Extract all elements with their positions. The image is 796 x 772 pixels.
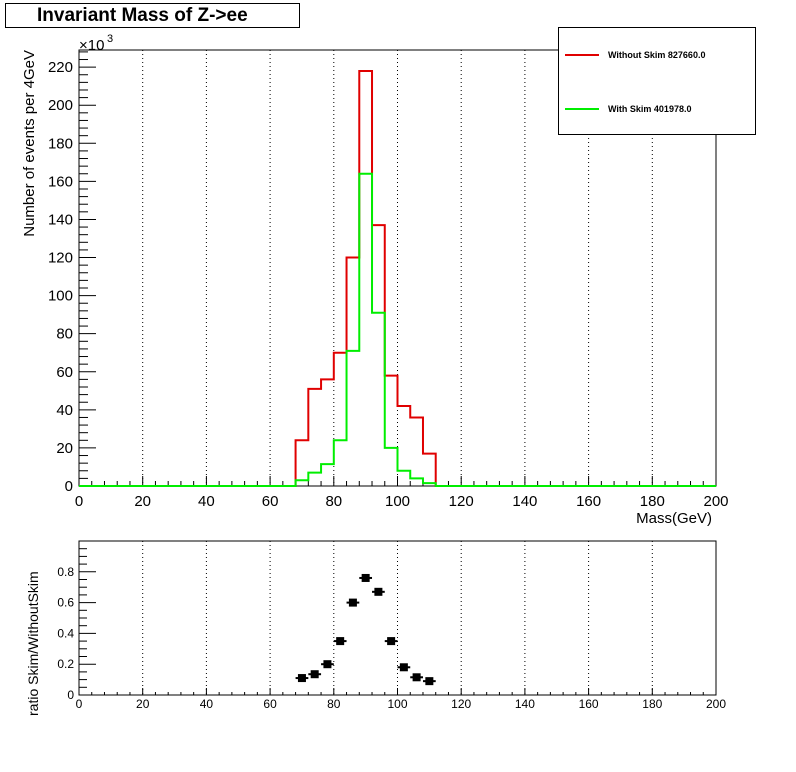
ratio-point bbox=[310, 670, 319, 679]
x-tick-label: 140 bbox=[512, 493, 537, 510]
legend-label-with-skim: With Skim 401978.0 bbox=[608, 104, 692, 114]
ratio-y-tick-label: 0.6 bbox=[57, 596, 74, 610]
legend-label-without-skim: Without Skim 827660.0 bbox=[608, 50, 706, 60]
ratio-x-tick-label: 120 bbox=[451, 697, 471, 711]
x-tick-label: 0 bbox=[75, 493, 83, 510]
ratio-x-tick-label: 60 bbox=[263, 697, 277, 711]
ratio-x-tick-label: 80 bbox=[327, 697, 341, 711]
x-tick-label: 160 bbox=[576, 493, 601, 510]
ratio-y-tick-label: 0 bbox=[67, 688, 74, 702]
x-tick-label: 120 bbox=[449, 493, 474, 510]
x-tick-label: 80 bbox=[325, 493, 342, 510]
x-tick-label: 180 bbox=[640, 493, 665, 510]
ratio-x-tick-label: 180 bbox=[642, 697, 662, 711]
ratio-x-tick-label: 140 bbox=[515, 697, 535, 711]
ratio-point bbox=[336, 637, 345, 646]
ratio-point bbox=[412, 673, 421, 682]
legend-swatch-without-skim bbox=[565, 54, 599, 56]
legend-swatch-with-skim bbox=[565, 108, 599, 110]
x-tick-label: 20 bbox=[134, 493, 151, 510]
y-tick-label: 0 bbox=[65, 478, 73, 495]
ratio-x-tick-label: 40 bbox=[200, 697, 214, 711]
y-tick-label: 220 bbox=[48, 59, 73, 76]
legend-entry-with-skim: With Skim 401978.0 bbox=[559, 102, 757, 116]
ratio-point bbox=[323, 660, 332, 669]
legend-entry-without-skim: Without Skim 827660.0 bbox=[559, 48, 757, 62]
ratio-x-tick-label: 100 bbox=[387, 697, 407, 711]
chart-title: Invariant Mass of Z->ee bbox=[5, 3, 300, 28]
x-axis-title: Mass(GeV) bbox=[636, 510, 712, 527]
ratio-point bbox=[348, 598, 357, 607]
y-tick-label: 160 bbox=[48, 173, 73, 190]
y-tick-label: 80 bbox=[56, 326, 73, 343]
ratio-y-tick-label: 0.8 bbox=[57, 565, 74, 579]
histogram-series-with-skim bbox=[79, 172, 716, 487]
y-tick-label: 60 bbox=[56, 364, 73, 381]
y-tick-label: 40 bbox=[56, 402, 73, 419]
ratio-x-tick-label: 160 bbox=[579, 697, 599, 711]
ratio-point bbox=[297, 674, 306, 683]
y-axis-title: Number of events per 4GeV bbox=[21, 50, 38, 237]
ratio-point bbox=[425, 677, 434, 686]
ratio-point bbox=[399, 663, 408, 672]
y-tick-label: 100 bbox=[48, 288, 73, 305]
y-tick-label: 120 bbox=[48, 250, 73, 267]
y-tick-label: 140 bbox=[48, 211, 73, 228]
ratio-point bbox=[374, 587, 383, 596]
ratio-y-tick-label: 0.4 bbox=[57, 626, 74, 640]
ratio-point bbox=[361, 573, 370, 582]
x-tick-label: 200 bbox=[703, 493, 728, 510]
ratio-y-tick-label: 0.2 bbox=[57, 657, 74, 671]
ratio-x-tick-label: 20 bbox=[136, 697, 150, 711]
y-tick-label: 20 bbox=[56, 440, 73, 457]
y-exponent-power: 3 bbox=[107, 33, 113, 45]
x-tick-label: 60 bbox=[262, 493, 279, 510]
ratio-x-tick-label: 0 bbox=[76, 697, 83, 711]
y-exponent-label: ×10 bbox=[79, 37, 104, 54]
ratio-point bbox=[387, 637, 396, 646]
y-tick-label: 180 bbox=[48, 135, 73, 152]
x-tick-label: 40 bbox=[198, 493, 215, 510]
ratio-y-axis-title: ratio Skim/WithoutSkim bbox=[25, 571, 41, 716]
ratio-x-tick-label: 200 bbox=[706, 697, 726, 711]
x-tick-label: 100 bbox=[385, 493, 410, 510]
y-tick-label: 200 bbox=[48, 97, 73, 114]
legend: Without Skim 827660.0 With Skim 401978.0 bbox=[558, 27, 756, 135]
